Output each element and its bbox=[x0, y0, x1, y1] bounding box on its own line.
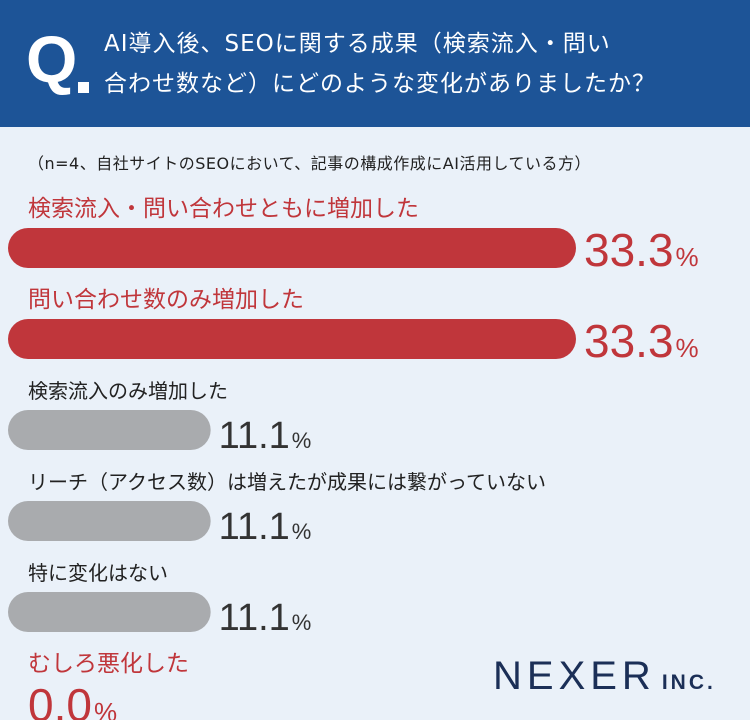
category-label: 検索流入のみ増加した bbox=[28, 379, 228, 403]
nexer-logo: NEXER INC. bbox=[493, 654, 716, 699]
bar bbox=[8, 410, 211, 450]
value-label: 11.1% bbox=[219, 597, 312, 639]
category-label: むしろ悪化した bbox=[28, 651, 189, 677]
sample-note: （n=4、自社サイトのSEOにおいて、記事の構成作成にAI活用している方） bbox=[28, 154, 591, 173]
question-line-1: AI導入後、SEOに関する成果（検索流入・問い bbox=[104, 31, 611, 57]
category-label: 問い合わせ数のみ増加した bbox=[28, 287, 304, 313]
question-mark-label: Q bbox=[26, 22, 78, 96]
question-text: AI導入後、SEOに関する成果（検索流入・問い 合わせ数など）にどのような変化が… bbox=[104, 24, 734, 104]
header-banner: Q AI導入後、SEOに関する成果（検索流入・問い 合わせ数など）にどのような変… bbox=[0, 0, 750, 127]
category-label: リーチ（アクセス数）は増えたが成果には繋がっていない bbox=[28, 470, 546, 494]
value-label: 11.1% bbox=[219, 506, 312, 548]
logo-sub-text: INC. bbox=[661, 671, 716, 694]
question-dot bbox=[78, 82, 89, 93]
value-label: 11.1% bbox=[219, 415, 312, 457]
value-label: 33.3% bbox=[584, 224, 699, 276]
question-line-2: 合わせ数など）にどのような変化がありましたか？ bbox=[104, 71, 656, 97]
value-label: 33.3% bbox=[584, 315, 699, 367]
category-label: 検索流入・問い合わせともに増加した bbox=[28, 196, 419, 222]
value-label: 0.0% bbox=[28, 679, 117, 720]
bar bbox=[8, 228, 576, 268]
bar bbox=[8, 592, 211, 632]
category-label: 特に変化はない bbox=[28, 561, 168, 585]
bar bbox=[8, 319, 576, 359]
bar bbox=[8, 501, 211, 541]
logo-main-text: NEXER bbox=[493, 654, 656, 698]
